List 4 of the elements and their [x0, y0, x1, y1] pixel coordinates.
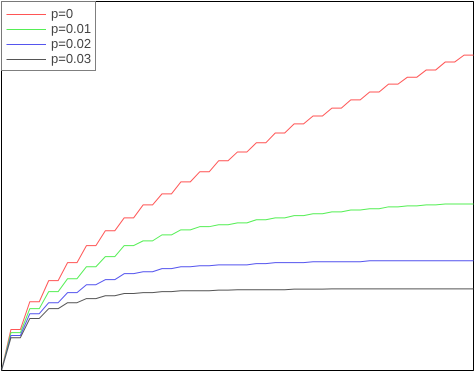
legend-label: p=0.03 [51, 51, 92, 66]
legend-label: p=0.01 [51, 21, 92, 36]
legend-label: p=0.02 [51, 36, 92, 51]
legend-label: p=0 [51, 6, 74, 21]
